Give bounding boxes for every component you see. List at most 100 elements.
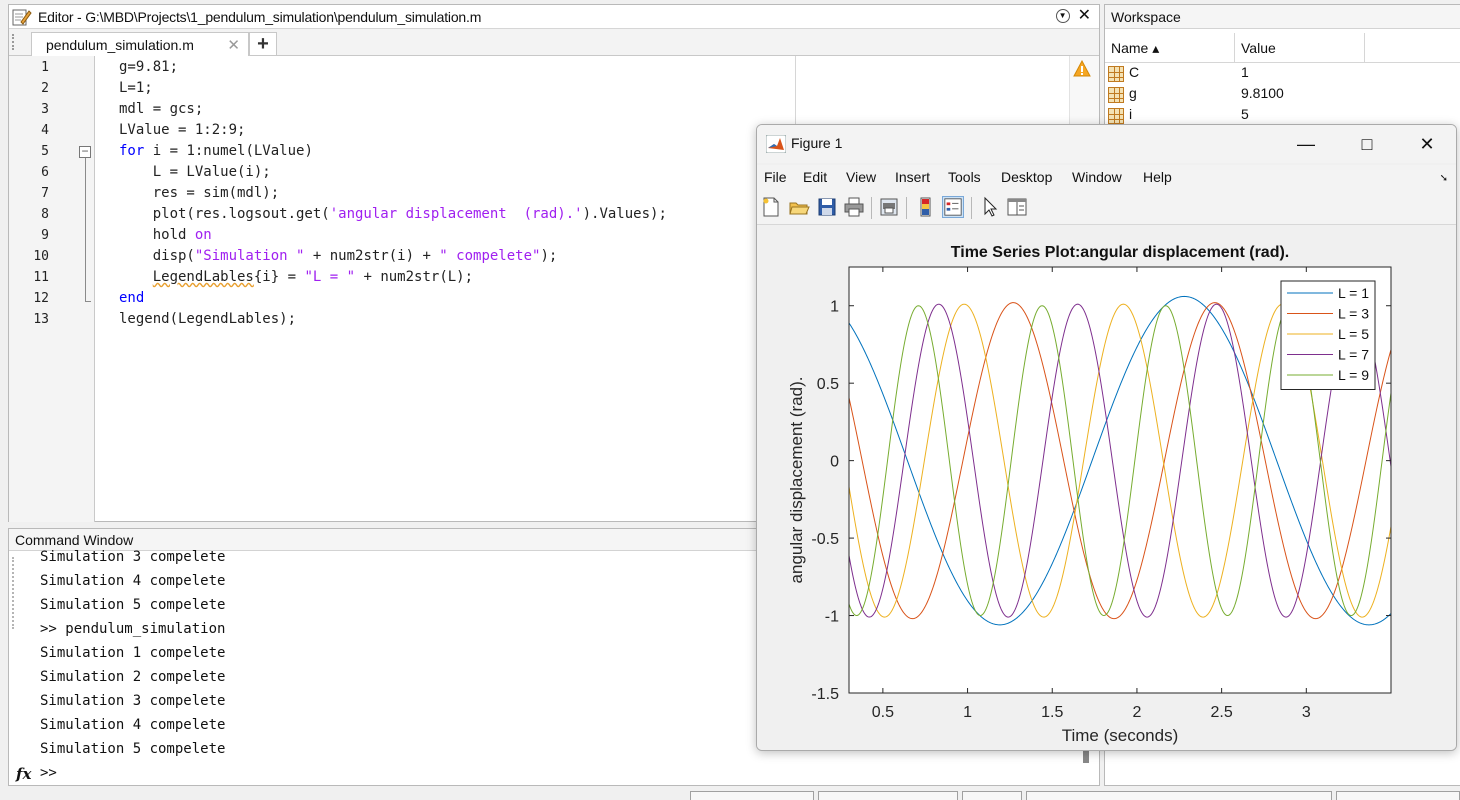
- command-window-scrollbar[interactable]: [1083, 749, 1089, 763]
- figure-canvas[interactable]: 0.5 1 1.5 2 2.5 3 1 0.5 0 -0.5 -1 -1.5 Time Series P…: [757, 225, 1457, 751]
- dock-arrow-icon[interactable]: ➘: [1439, 173, 1448, 184]
- line-number: 11: [33, 270, 49, 285]
- chart-title: Time Series Plot:angular displacement (r…: [951, 244, 1289, 261]
- code-line-8[interactable]: plot(res.logsout.get('angular displaceme…: [119, 206, 667, 222]
- status-segment: [1026, 791, 1332, 800]
- menu-window[interactable]: Window: [1072, 169, 1122, 185]
- line-number: 8: [41, 207, 49, 222]
- menu-help[interactable]: Help: [1143, 169, 1172, 185]
- workspace-row[interactable]: C 1: [1105, 64, 1460, 85]
- workspace-row[interactable]: g 9.8100: [1105, 85, 1460, 106]
- x-tick-label: 2: [1132, 704, 1141, 721]
- legend-box: [1280, 280, 1376, 390]
- figure-title: Figure 1: [791, 135, 843, 151]
- series-line: [849, 303, 1391, 618]
- fx-icon[interactable]: fx: [16, 765, 32, 783]
- menu-insert[interactable]: Insert: [895, 169, 931, 185]
- command-output-line: Simulation 3 compelete: [40, 549, 226, 565]
- command-output-line: Simulation 4 compelete: [40, 717, 226, 733]
- matlab-logo-icon: [766, 135, 786, 153]
- maximize-button[interactable]: □: [1361, 134, 1373, 154]
- menu-file[interactable]: File: [764, 169, 787, 185]
- line-number: 9: [41, 228, 49, 243]
- code-line-6[interactable]: L = LValue(i);: [119, 164, 271, 180]
- add-tab-button[interactable]: +: [249, 32, 277, 56]
- line-number: 6: [41, 165, 49, 180]
- legend-entry: L = 7: [1338, 347, 1369, 363]
- command-output-line: Simulation 5 compelete: [40, 741, 226, 757]
- figure-titlebar[interactable]: Figure 1 — □ ✕: [757, 125, 1456, 163]
- legend-icon[interactable]: [942, 196, 964, 218]
- figure-window[interactable]: Figure 1 — □ ✕ File Edit View Insert Too…: [756, 124, 1457, 751]
- menu-desktop[interactable]: Desktop: [1001, 169, 1053, 185]
- command-window-grip: [9, 551, 31, 787]
- code-line-2[interactable]: L=1;: [119, 80, 153, 96]
- tab-pendulum-simulation[interactable]: pendulum_simulation.m ✕: [31, 32, 249, 56]
- code-line-3[interactable]: mdl = gcs;: [119, 101, 204, 117]
- editor-tabbar: pendulum_simulation.m ✕ +: [9, 29, 1099, 56]
- editor-titlebar: Editor - G:\MBD\Projects\1_pendulum_simu…: [9, 5, 1099, 29]
- figure-toolbar: [757, 191, 1456, 225]
- status-bar: [0, 790, 1460, 800]
- axes-frame: [848, 266, 1392, 694]
- line-number: 1: [41, 60, 49, 75]
- line-number-gutter: 1 2 3 4 5 6 7 8 9 10 11 12 13 −: [9, 56, 95, 522]
- property-inspector-icon[interactable]: [1006, 196, 1028, 218]
- x-tick-label: 0.5: [872, 704, 894, 721]
- close-button[interactable]: ✕: [1419, 134, 1435, 154]
- line-number: 4: [41, 123, 49, 138]
- workspace-row[interactable]: i 5: [1105, 106, 1460, 127]
- code-line-4[interactable]: LValue = 1:2:9;: [119, 122, 246, 138]
- command-output-line: Simulation 5 compelete: [40, 597, 226, 613]
- tabbar-grip-icon[interactable]: [12, 34, 16, 50]
- code-line-9[interactable]: hold on: [119, 227, 212, 243]
- code-line-7[interactable]: res = sim(mdl);: [119, 185, 280, 201]
- minimize-button[interactable]: —: [1297, 134, 1315, 154]
- series-line: [849, 302, 1391, 620]
- code-line-13[interactable]: legend(LegendLables);: [119, 311, 297, 327]
- workspace-header: Name ▴ Value: [1105, 33, 1460, 63]
- code-line-5[interactable]: for i = 1:numel(LValue): [119, 143, 313, 159]
- y-tick-label: -0.5: [811, 531, 839, 548]
- x-tick-label: 3: [1302, 704, 1311, 721]
- new-figure-icon[interactable]: [760, 196, 782, 218]
- line-number: 13: [33, 312, 49, 327]
- status-segment: [818, 791, 958, 800]
- open-file-icon[interactable]: [788, 196, 810, 218]
- column-header-name[interactable]: Name ▴: [1105, 33, 1235, 63]
- save-icon[interactable]: [816, 196, 838, 218]
- time-series-plot[interactable]: 0.5 1 1.5 2 2.5 3 1 0.5 0 -0.5 -1 -1.5 Time Series P…: [757, 225, 1457, 751]
- warning-icon[interactable]: [1073, 60, 1091, 77]
- variable-name: C: [1129, 64, 1140, 80]
- menu-tools[interactable]: Tools: [948, 169, 981, 185]
- code-line-11[interactable]: LegendLables{i} = "L = " + num2str(L);: [152, 269, 474, 285]
- line-number: 2: [41, 81, 49, 96]
- column-header-value[interactable]: Value: [1235, 33, 1365, 63]
- editor-close-icon[interactable]: ✕: [1077, 7, 1091, 24]
- variable-name: i: [1129, 106, 1133, 122]
- x-axis-label: Time (seconds): [1062, 726, 1179, 745]
- code-line-12[interactable]: end: [119, 290, 145, 306]
- matrix-icon: [1108, 87, 1124, 103]
- code-line-10[interactable]: disp("Simulation " + num2str(i) + " comp…: [119, 248, 558, 264]
- colorbar-icon[interactable]: [915, 196, 937, 218]
- command-output-line: >> pendulum_simulation: [40, 621, 226, 637]
- print-icon[interactable]: [843, 196, 865, 218]
- command-output-line: Simulation 4 compelete: [40, 573, 226, 589]
- menu-edit[interactable]: Edit: [803, 169, 828, 185]
- legend-entry: L = 1: [1338, 285, 1369, 301]
- tab-close-icon[interactable]: ✕: [227, 37, 240, 54]
- command-output-line: Simulation 2 compelete: [40, 669, 226, 685]
- editor-menu-icon[interactable]: ▼: [1055, 9, 1070, 23]
- x-tick-label: 2.5: [1211, 704, 1233, 721]
- code-area[interactable]: g=9.81; L=1; mdl = gcs; LValue = 1:2:9; …: [119, 56, 799, 356]
- command-prompt-input[interactable]: >>: [40, 765, 57, 781]
- variable-value: 5: [1241, 106, 1249, 122]
- pointer-icon[interactable]: [979, 196, 1001, 218]
- x-tick-label: 1: [963, 704, 972, 721]
- menu-view[interactable]: View: [846, 169, 877, 185]
- print-preview-icon[interactable]: [878, 196, 900, 218]
- code-fold-toggle[interactable]: −: [79, 145, 91, 158]
- code-line-1[interactable]: g=9.81;: [119, 59, 179, 75]
- line-number: 10: [33, 249, 49, 264]
